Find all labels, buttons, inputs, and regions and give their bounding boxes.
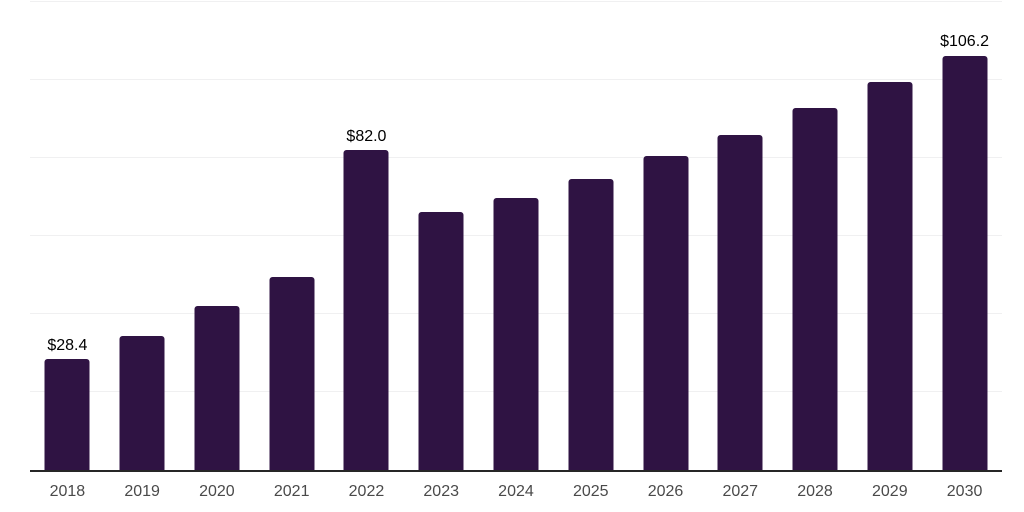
gridline-100 <box>30 79 1002 80</box>
x-tick-2027: 2027 <box>722 483 759 500</box>
bar-column-2028 <box>778 2 853 470</box>
x-tick-2030: 2030 <box>946 483 983 500</box>
bar-2019 <box>119 336 165 470</box>
x-tick-2020: 2020 <box>199 483 235 500</box>
x-tick-2024: 2024 <box>498 483 534 500</box>
bar-2027 <box>717 135 763 470</box>
bar-2020 <box>194 306 240 470</box>
bar-2026 <box>643 156 688 470</box>
bar-column-2029 <box>852 2 927 470</box>
bar-column-2021 <box>254 2 329 470</box>
x-tick-2021: 2021 <box>273 483 310 500</box>
bar-column-2023 <box>404 2 479 470</box>
gridline-120 <box>30 1 1002 2</box>
bar-column-2025 <box>553 2 628 470</box>
gridline-80 <box>30 157 1002 159</box>
bar-value-label-2030: $106.2 <box>940 33 990 51</box>
x-axis-line <box>30 470 1002 472</box>
bar-value-label-2022: $82.0 <box>346 127 387 145</box>
x-tick-2029: 2029 <box>872 483 908 500</box>
bar-2025 <box>568 179 614 470</box>
bar-2024 <box>493 198 539 470</box>
bar-column-2026 <box>628 2 703 470</box>
bar-column-2024 <box>479 2 554 470</box>
x-axis-tick-labels: 2018 2019 2020 2021 2022 2023 2024 2025 2026 2027… <box>30 482 1002 501</box>
bar-column-2030: $106.2 <box>927 2 1002 470</box>
bar-2022 <box>343 150 389 470</box>
bar-column-2018: $28.4 <box>30 2 105 470</box>
bar-column-2020 <box>180 2 255 470</box>
bar-columns: $28.4 $82.0 $106.2 <box>30 2 1002 470</box>
x-tick-2026: 2026 <box>647 483 684 500</box>
bar-column-2019 <box>105 2 180 470</box>
bar-2030 <box>942 55 988 470</box>
bar-2021 <box>269 276 315 470</box>
bar-column-2027 <box>703 2 778 470</box>
bar-2018 <box>44 359 90 470</box>
bar-value-label-2018: $28.4 <box>47 336 88 354</box>
x-tick-2022: 2022 <box>348 483 385 500</box>
bar-column-2022: $82.0 <box>329 2 404 470</box>
bar-2023 <box>418 211 464 470</box>
x-tick-2028: 2028 <box>797 483 833 500</box>
bar-2029 <box>867 81 913 470</box>
bar-2028 <box>792 108 838 470</box>
plot-area: $28.4 $82.0 $106.2 <box>30 1 1002 472</box>
x-tick-2025: 2025 <box>572 483 609 500</box>
x-tick-2019: 2019 <box>124 483 160 500</box>
x-tick-2018: 2018 <box>49 483 86 500</box>
x-tick-2023: 2023 <box>423 483 459 500</box>
